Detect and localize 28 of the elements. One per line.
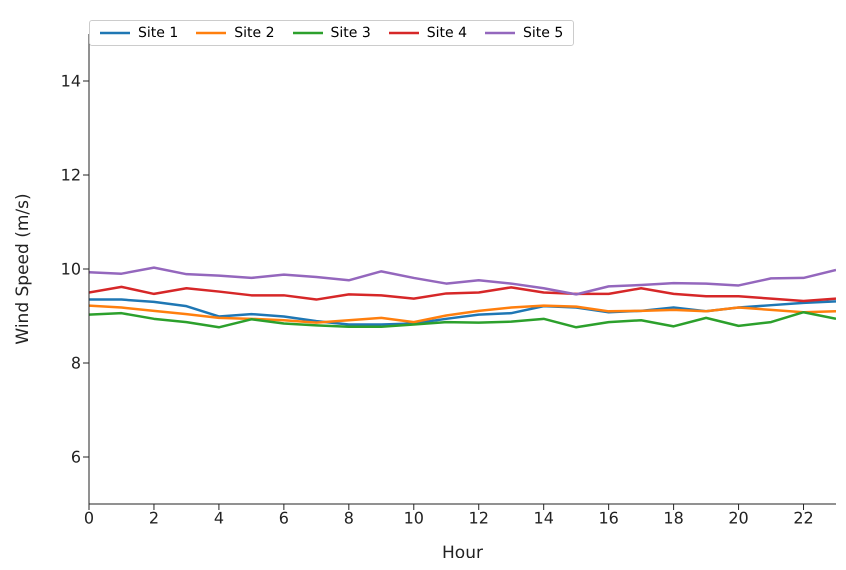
- line-series: [89, 266, 836, 296]
- legend-label: Site 2: [234, 25, 274, 41]
- legend-label: Site 3: [330, 25, 371, 41]
- line-series: [89, 304, 836, 324]
- legend-label: Site 1: [138, 25, 178, 41]
- x-tick-label: 0: [84, 508, 94, 528]
- y-tick-label: 8: [70, 354, 81, 373]
- x-tick-label: 20: [728, 508, 749, 528]
- line-series: [89, 310, 836, 329]
- x-tick-label: 4: [214, 508, 224, 528]
- y-axis-title: Wind Speed (m/s): [13, 193, 34, 345]
- x-tick-label: 8: [344, 508, 354, 528]
- y-tick-label: 10: [60, 260, 81, 279]
- y-tick-label: 12: [60, 166, 81, 185]
- x-tick-label: 10: [404, 508, 424, 528]
- x-tick-label: 14: [534, 508, 554, 528]
- y-tick-label: 14: [60, 72, 81, 91]
- y-tick-label: 6: [70, 448, 81, 467]
- x-tick-label: 18: [663, 508, 684, 528]
- x-axis-title: Hour: [442, 543, 483, 563]
- line-series: [89, 286, 836, 302]
- legend-label: Site 4: [426, 25, 467, 41]
- x-tick-label: 22: [793, 508, 814, 528]
- x-tick-label: 12: [468, 508, 489, 528]
- x-tick-label: 6: [278, 508, 289, 528]
- x-tick-label: 2: [148, 508, 160, 528]
- legend-label: Site 5: [523, 25, 564, 41]
- x-tick-label: 16: [598, 508, 619, 528]
